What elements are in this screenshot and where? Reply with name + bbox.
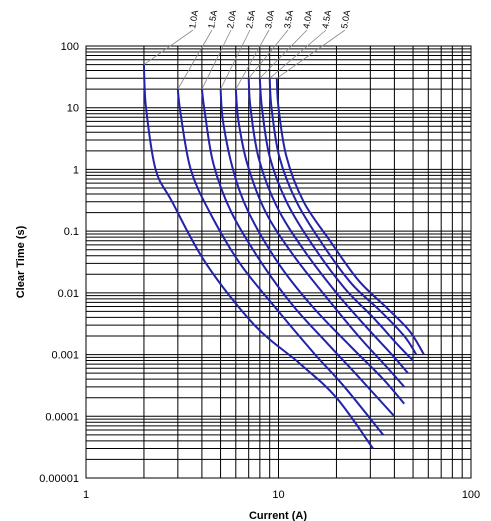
series-labels: 1.0A 1.5A 2.0A 2.5A 3.0A 3.5A 4.0A 4.5A 5.0A	[143, 9, 352, 90]
series-label: 2.0A	[225, 9, 238, 29]
grid	[85, 46, 471, 479]
y-tick-label: 0.00001	[39, 473, 79, 485]
series-label: 3.5A	[282, 9, 295, 29]
series-line-1.5A	[176, 88, 384, 436]
series-leader-line	[177, 29, 213, 90]
series-leader-line	[143, 29, 194, 65]
y-tick-label: 0.1	[64, 226, 79, 238]
series-leader-line	[235, 29, 270, 90]
series-line-4.0A	[258, 78, 414, 362]
series-label: 5.0A	[339, 9, 352, 29]
y-tick-label: 100	[61, 41, 79, 53]
y-tick-label: 0.0001	[45, 411, 79, 423]
series-label: 2.5A	[244, 9, 257, 29]
series-leader-line	[201, 29, 232, 90]
y-axis-title: Clear Time (s)	[15, 225, 27, 298]
series-label: 4.0A	[301, 9, 314, 29]
series-line-2.5A	[219, 89, 405, 405]
series-leader-line	[276, 29, 346, 79]
y-tick-label: 0.001	[51, 350, 79, 362]
y-tick-label: 1	[73, 164, 79, 176]
series-leader-line	[248, 29, 289, 79]
y-tick-label: 0.01	[58, 288, 79, 300]
series-label: 3.0A	[263, 9, 276, 29]
series-label: 1.5A	[206, 9, 219, 29]
series-leader-line	[269, 29, 327, 79]
x-tick-label: 10	[272, 489, 284, 501]
series-line-5.0A	[275, 78, 425, 356]
series-label: 1.0A	[187, 9, 200, 29]
tick-labels: 1 10 100 100 10 1 0.1 0.01 0.001 0.0001 0.00001	[39, 41, 480, 501]
x-tick-label: 1	[83, 489, 89, 501]
plot-frame	[85, 45, 472, 479]
x-axis-title: Current (A)	[249, 510, 307, 521]
series-leader-line	[220, 29, 251, 90]
series-label: 4.5A	[320, 9, 333, 29]
series-line-4.5A	[268, 78, 418, 356]
series-line-2.0A	[200, 88, 396, 417]
series-layer	[142, 64, 425, 450]
x-tick-label: 100	[462, 489, 480, 501]
series-line-3.0A	[234, 89, 405, 388]
y-tick-label: 10	[67, 103, 79, 115]
series-line-1.0A	[142, 64, 374, 450]
series-line-3.5A	[247, 78, 409, 374]
series-leader-line	[259, 29, 308, 79]
